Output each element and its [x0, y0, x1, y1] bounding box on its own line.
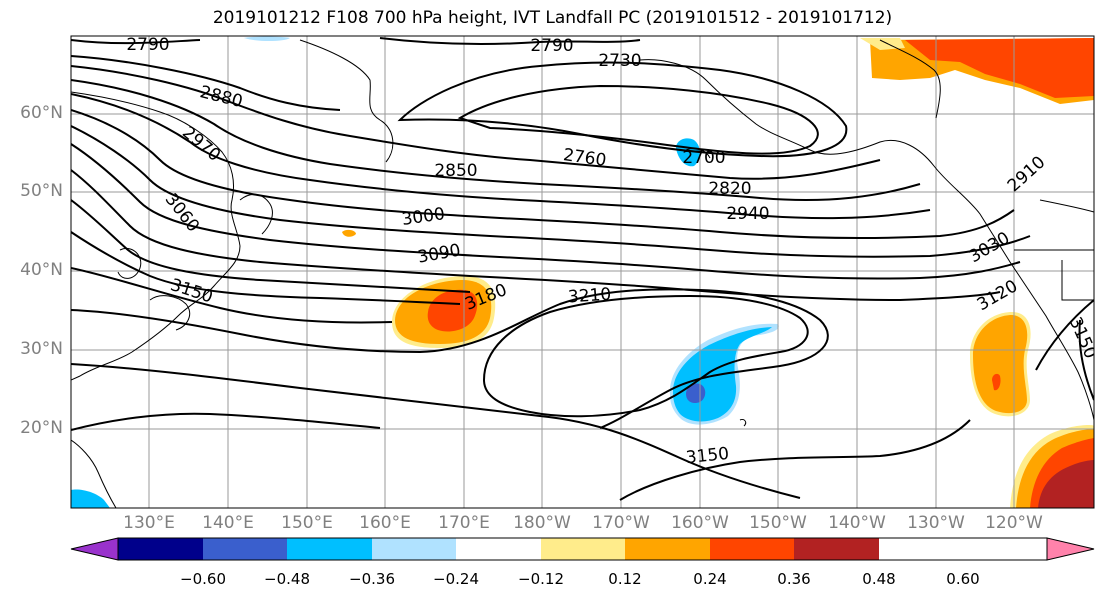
- lat-label: 20°N: [20, 418, 63, 438]
- colorbar-segment: [625, 538, 710, 560]
- colorbar-tick: 0.60: [946, 570, 980, 588]
- contour-label: 2790: [530, 36, 573, 56]
- colorbar-tick: 0.24: [693, 570, 727, 588]
- colorbar-tick: 0.12: [608, 570, 642, 588]
- lon-label: 140°E: [202, 513, 254, 533]
- lon-label: 150°E: [281, 513, 333, 533]
- contour-label: 3150: [685, 444, 730, 468]
- contour-label: 3210: [567, 285, 612, 308]
- colorbar-segment: [710, 538, 794, 560]
- lon-label: 170°E: [438, 513, 490, 533]
- map-canvas: 2790 2790 2730 2880 2970 2760 2700 2850 …: [70, 35, 1095, 509]
- lon-label: 120°W: [985, 513, 1043, 533]
- height-contours: [71, 37, 1094, 501]
- lon-label: 140°W: [828, 513, 886, 533]
- colorbar-extend-low: [70, 537, 119, 561]
- lon-label: 170°W: [592, 513, 650, 533]
- contour-label: 2790: [126, 35, 169, 55]
- lon-label: 130°E: [123, 513, 175, 533]
- colorbar-segment: [287, 538, 372, 560]
- lat-label: 40°N: [20, 260, 63, 280]
- colorbar-extend-high: [1046, 537, 1095, 561]
- colorbar-tick: 0.48: [862, 570, 896, 588]
- colorbar-segment: [118, 538, 203, 560]
- colorbar-segment: [794, 538, 879, 560]
- colorbar-segment: [203, 538, 287, 560]
- lon-label: 150°W: [749, 513, 807, 533]
- colorbar-tick: −0.12: [518, 570, 564, 588]
- contour-label: 2730: [598, 51, 641, 71]
- colorbar-tick: 0.36: [777, 570, 811, 588]
- map-frame: [70, 35, 1095, 509]
- lon-label: 160°W: [671, 513, 729, 533]
- lat-label: 60°N: [20, 103, 63, 123]
- colorbar-tick: −0.48: [264, 570, 310, 588]
- colorbar-segment: [372, 538, 456, 560]
- lat-label: 30°N: [20, 339, 63, 359]
- contour-label: 2850: [434, 161, 477, 181]
- colorbar-tick: −0.36: [349, 570, 395, 588]
- contour-label: 2820: [708, 179, 751, 199]
- map-title: 2019101212 F108 700 hPa height, IVT Land…: [212, 8, 893, 28]
- lon-label: 160°E: [359, 513, 411, 533]
- colorbar: [70, 537, 1095, 561]
- contour-label: 2940: [726, 204, 769, 224]
- lat-label: 50°N: [20, 181, 63, 201]
- lon-label: 180°W: [513, 513, 571, 533]
- colorbar-tick: −0.24: [433, 570, 479, 588]
- colorbar-segment: [541, 538, 625, 560]
- lon-label: 130°W: [907, 513, 965, 533]
- contour-label: 2700: [682, 148, 725, 168]
- colorbar-tick: −0.60: [180, 570, 226, 588]
- colorbar-segment: [456, 538, 541, 560]
- coastlines: [71, 39, 1094, 508]
